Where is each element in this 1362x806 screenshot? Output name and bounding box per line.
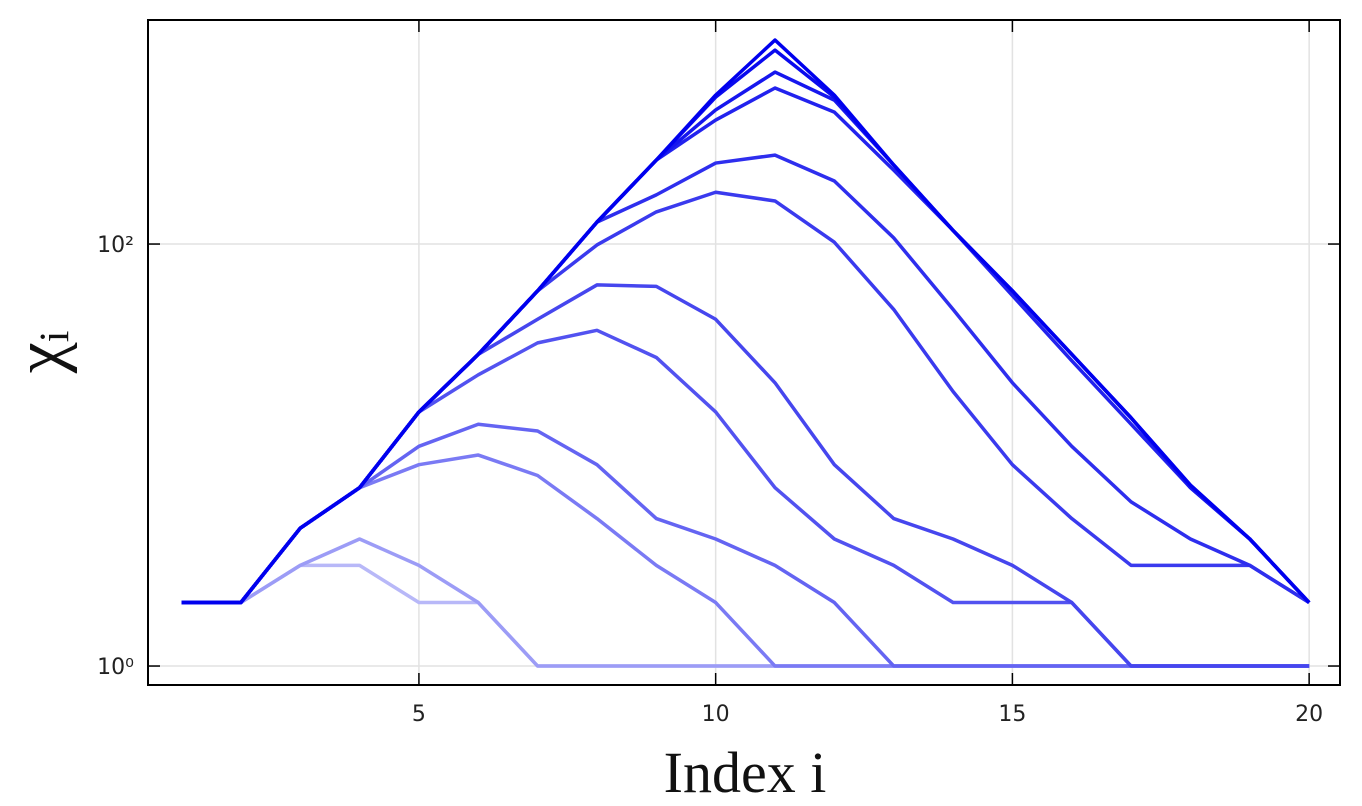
series-line: [181, 537, 1310, 668]
series-line: [181, 190, 1311, 605]
x-tick-label: 15: [998, 702, 1026, 727]
y-tick-label: 10⁰: [97, 655, 134, 680]
series-line: [181, 38, 1311, 605]
y-axis-label: χᵢ: [1, 331, 78, 375]
y-tick-label: 10²: [97, 233, 134, 258]
x-tick-label: 20: [1295, 702, 1323, 727]
series-line: [181, 70, 1311, 605]
series-line: [181, 48, 1311, 605]
series-line: [181, 453, 1310, 668]
plot-frame: [147, 19, 1341, 686]
series-line: [181, 153, 1311, 605]
series-line: [181, 563, 1310, 668]
x-tick-label: 10: [702, 702, 730, 727]
series-line: [181, 328, 1310, 668]
x-axis-label: Index i: [664, 740, 827, 805]
series-line: [181, 283, 1310, 668]
series-line: [181, 86, 1311, 605]
x-tick-label: 5: [412, 702, 426, 727]
series-line: [181, 422, 1310, 668]
